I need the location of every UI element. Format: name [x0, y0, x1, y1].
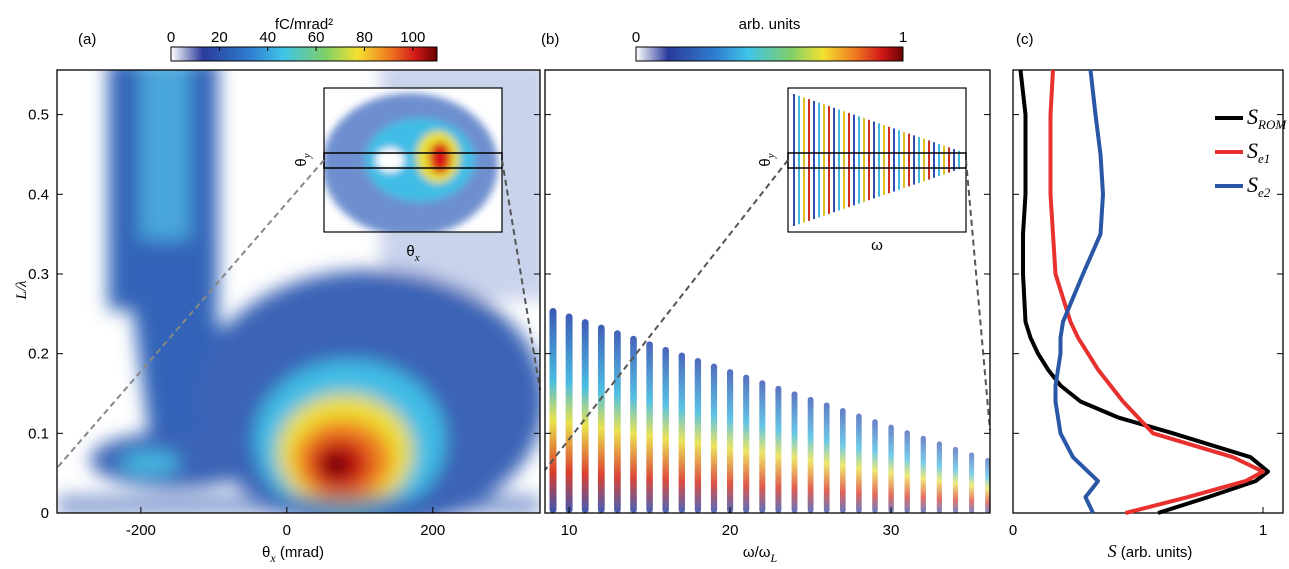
colorbar-label: fC/mrad² — [275, 16, 333, 33]
legend-sub: e2 — [1258, 185, 1271, 200]
x-axis-label: θx (mrad) — [262, 544, 324, 565]
inset-b-image — [793, 94, 960, 226]
series-line — [1018, 69, 1270, 515]
legend-name: S — [1247, 172, 1258, 197]
plot-frame — [1012, 69, 1284, 514]
inset-ylabel: θy — [293, 153, 313, 166]
zoom-line — [56, 159, 325, 469]
legend-sub: e1 — [1258, 151, 1270, 166]
x-tick-label: 20 — [722, 522, 739, 539]
spectrum-stripe — [646, 341, 653, 513]
inset-a-image — [324, 93, 498, 232]
colorbar-tick-label: 100 — [400, 29, 425, 46]
plot-frame — [544, 69, 991, 514]
x-tick-label: 200 — [420, 522, 445, 539]
y-tick-label: 0 — [41, 505, 49, 522]
colorbar — [170, 46, 438, 62]
heatmap-b — [549, 308, 990, 513]
spectrum-stripe — [823, 402, 830, 513]
x-tick-label: 0 — [283, 522, 291, 539]
colorbar-tick-label: 1 — [899, 29, 907, 46]
colorbar-tick-label: 60 — [308, 29, 325, 46]
legend-label: Se1 — [1247, 138, 1270, 166]
spectrum-stripe — [678, 352, 686, 513]
inset-ylabel: θy — [757, 153, 777, 166]
x-tick-label: -200 — [126, 522, 156, 539]
legend-label: Se2 — [1247, 172, 1271, 200]
spectrum-stripe — [614, 330, 621, 513]
colorbar-tick-label: 0 — [632, 29, 640, 46]
y-tick-label: 0.3 — [28, 266, 49, 283]
y-tick-label: 0.2 — [28, 346, 49, 363]
colorbar-tick-label: 80 — [356, 29, 373, 46]
spectrum-stripe — [888, 424, 894, 513]
spectrum-stripe — [904, 430, 910, 513]
spectrum-stripe — [936, 441, 943, 513]
spectrum-stripe — [759, 380, 766, 513]
plot-frame — [56, 69, 541, 514]
spectrum-stripe — [952, 446, 959, 513]
legend-name: S — [1247, 104, 1258, 129]
zoom-line — [965, 159, 991, 431]
x-tick-label: 30 — [883, 522, 900, 539]
inset-xlabel: θx — [406, 243, 419, 264]
colorbar-tick-label: 40 — [259, 29, 276, 46]
spectrum-stripe — [694, 358, 702, 513]
zoom-line — [544, 159, 789, 471]
spectrum-stripe — [775, 385, 782, 513]
spectrum-stripe — [581, 319, 589, 513]
colorbar-tick-label: 0 — [167, 29, 175, 46]
spectrum-stripe — [920, 435, 926, 513]
x-tick-label: 0 — [1009, 522, 1017, 539]
y-axis-label: L/λ — [14, 280, 30, 301]
spectrum-stripe — [662, 346, 669, 513]
legend-sub: ROM — [1257, 117, 1287, 132]
x-axis-label: S (arb. units) — [1108, 541, 1193, 561]
spectrum-stripe — [856, 413, 862, 513]
spectrum-stripe — [727, 369, 734, 513]
y-tick-label: 0.1 — [28, 425, 49, 442]
x-axis-label: ω/ωL — [743, 544, 778, 565]
series-line — [1053, 69, 1105, 514]
y-tick-label: 0.5 — [28, 107, 49, 124]
spectrum-stripe — [565, 313, 573, 513]
panel-label: (c) — [1016, 31, 1034, 48]
colorbar-tick-label: 20 — [211, 29, 228, 46]
spectrum-stripe — [985, 458, 990, 513]
spectrum-stripe — [807, 396, 814, 513]
inset-b — [787, 87, 967, 233]
spectrum-stripe — [743, 374, 750, 513]
y-tick-label: 0.4 — [28, 186, 49, 203]
x-tick-label: 1 — [1259, 522, 1267, 539]
zoom-line — [501, 159, 541, 391]
spectrum-stripe — [839, 408, 846, 513]
series-line — [1048, 69, 1265, 515]
colorbar — [635, 46, 904, 62]
spectrum-stripe — [791, 391, 798, 513]
spectrum-stripe — [630, 335, 637, 513]
inset-xlabel: ω — [871, 237, 883, 254]
legend-name: S — [1247, 138, 1258, 163]
spectrum-stripe — [969, 452, 975, 513]
legend-label: SROM — [1247, 104, 1287, 132]
colorbar-label: arb. units — [739, 16, 801, 33]
spectrum-stripe — [549, 308, 557, 513]
spectrum-stripe — [872, 419, 878, 513]
panel-label: (a) — [78, 31, 96, 48]
spectrum-stripe — [597, 324, 605, 513]
x-tick-label: 10 — [561, 522, 578, 539]
panel-label: (b) — [541, 31, 559, 48]
spectrum-stripe — [710, 363, 718, 513]
heatmap-a — [57, 70, 540, 513]
